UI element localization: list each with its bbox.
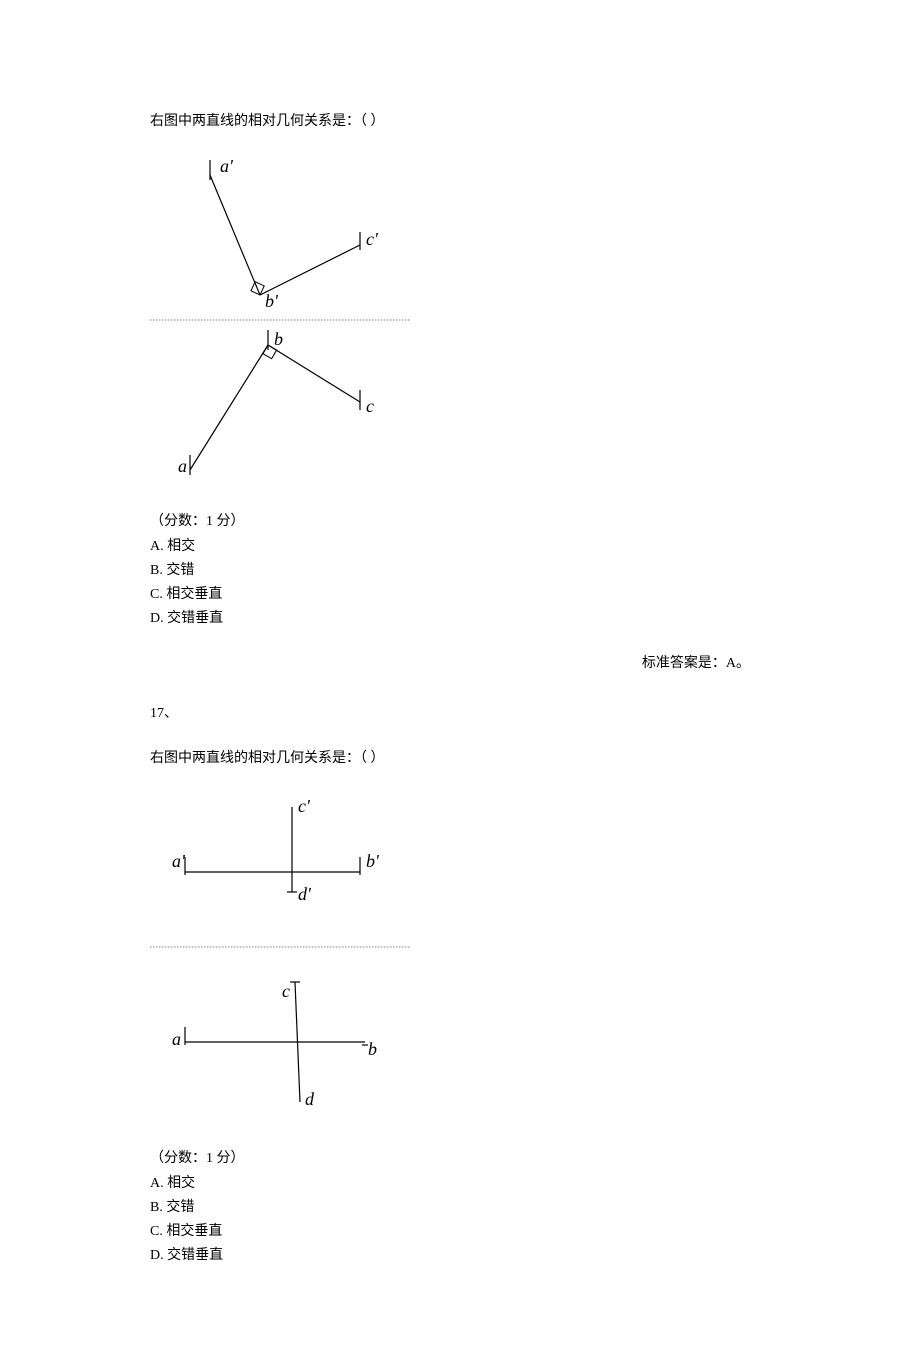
svg-text:d: d — [305, 1089, 315, 1109]
q2-option-d: D. 交错垂直 — [150, 1244, 770, 1264]
q2-option-a: A. 相交 — [150, 1172, 770, 1192]
svg-text:b: b — [274, 329, 283, 349]
svg-text:a: a — [178, 456, 187, 476]
svg-text:b: b — [368, 1039, 377, 1059]
svg-text:b': b' — [265, 291, 279, 311]
svg-text:c: c — [282, 981, 290, 1001]
question-1-block: 右图中两直线的相对几何关系是：（ ） a' c' b' b — [150, 110, 770, 672]
q2-option-c: C. 相交垂直 — [150, 1220, 770, 1240]
q2-diagram: a' b' c' d' a b c d — [150, 787, 770, 1127]
svg-text:a': a' — [172, 851, 186, 871]
svg-text:c': c' — [366, 229, 379, 249]
q2-score: （分数：1 分） — [150, 1147, 770, 1167]
q1-option-b: B. 交错 — [150, 559, 770, 579]
q2-option-b: B. 交错 — [150, 1196, 770, 1216]
q1-question-text: 右图中两直线的相对几何关系是：（ ） — [150, 110, 770, 130]
q1-diagram: a' c' b' b a c — [150, 150, 770, 490]
svg-text:a': a' — [220, 156, 234, 176]
svg-text:a: a — [172, 1029, 181, 1049]
svg-text:d': d' — [298, 884, 312, 904]
svg-text:b': b' — [366, 851, 380, 871]
q1-diagram-svg: a' c' b' b a c — [150, 150, 410, 490]
q2-diagram-svg: a' b' c' d' a b c d — [150, 787, 410, 1127]
svg-text:c: c — [366, 396, 374, 416]
q1-option-d: D. 交错垂直 — [150, 607, 770, 627]
q1-option-a: A. 相交 — [150, 535, 770, 555]
question-2-block: 17、 右图中两直线的相对几何关系是：（ ） a' b' c' d' — [150, 702, 770, 1264]
q1-option-c: C. 相交垂直 — [150, 583, 770, 603]
svg-text:c': c' — [298, 796, 311, 816]
q1-answer: 标准答案是：A。 — [150, 652, 750, 672]
q2-question-text: 右图中两直线的相对几何关系是：（ ） — [150, 747, 770, 767]
q1-score: （分数：1 分） — [150, 510, 770, 530]
q2-number: 17、 — [150, 702, 770, 722]
